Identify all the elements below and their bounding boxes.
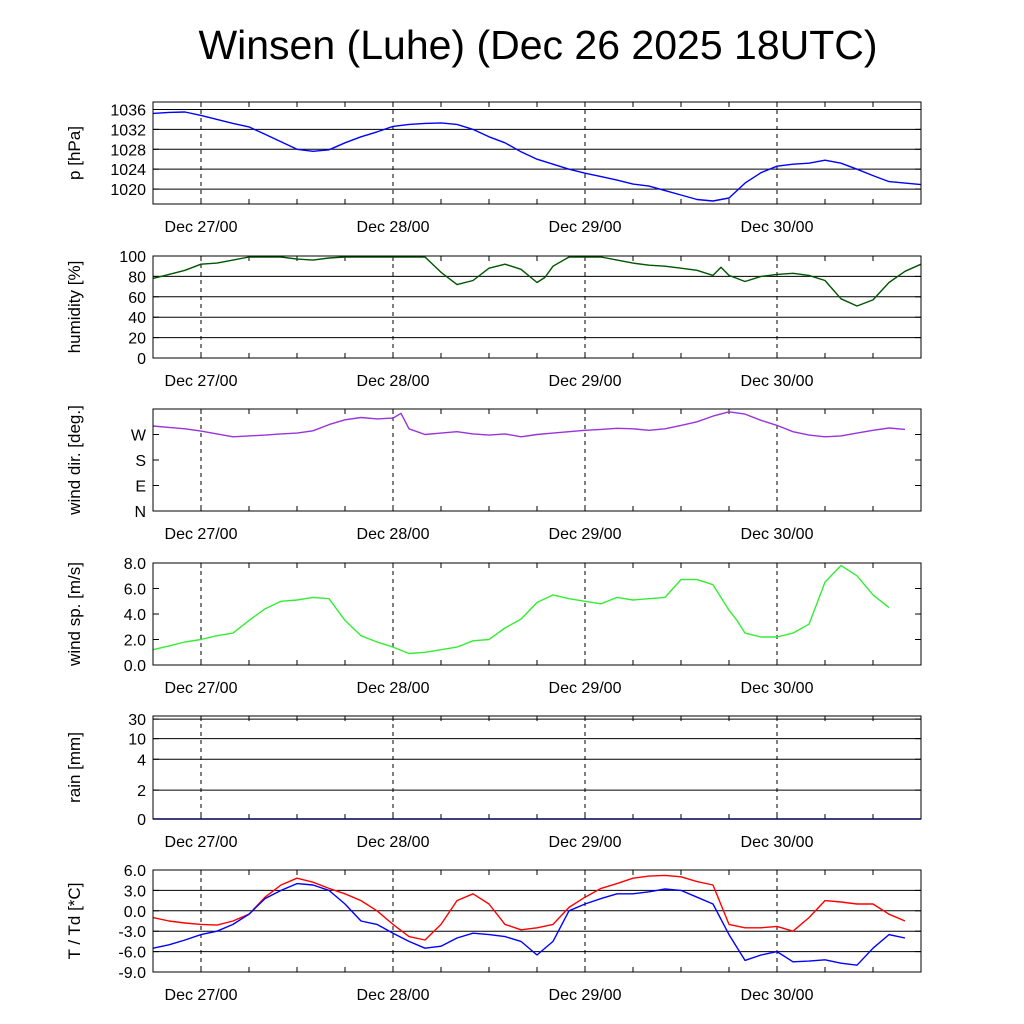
wind-direction-ytick-label: N	[134, 504, 146, 521]
pressure-ytick-label: 1028	[110, 142, 146, 159]
pressure-ytick-label: 1024	[110, 162, 146, 179]
pressure-series-line-0	[152, 111, 922, 202]
temperature-xtick-label: Dec 30/00	[741, 987, 814, 1004]
wind-speed-xtick-label: Dec 29/00	[549, 680, 622, 697]
rain-ylabel: rain [mm]	[65, 732, 84, 803]
wind-speed-series-line-0	[152, 564, 890, 655]
wind-speed-ytick-label: 0.0	[124, 658, 146, 675]
wind-speed-xtick-label: Dec 27/00	[165, 680, 238, 697]
humidity-ytick-label: 60	[128, 290, 146, 307]
humidity-panel: 0 20 40 60 80 100 Dec 27/00 Dec 28/00 Dec 29/00 D…	[65, 249, 922, 390]
humidity-ylabel: humidity [%]	[65, 261, 84, 354]
rain-xtick-label: Dec 30/00	[741, 834, 814, 851]
wind-direction-ytick-label: S	[135, 453, 146, 470]
pressure-frame	[152, 101, 922, 205]
pressure-ylabel: p [hPa]	[65, 126, 84, 180]
rain-ytick-label: 2	[137, 783, 146, 800]
humidity-ytick-label: 100	[119, 249, 146, 266]
temperature-ytick-label: -3.0	[118, 924, 146, 941]
rain-panel: 0 2 4 10 30 Dec 27/00 Dec 28/00 Dec 29/00 Dec 30…	[65, 712, 922, 851]
rain-xtick-label: Dec 28/00	[357, 834, 430, 851]
temperature-xtick-label: Dec 28/00	[357, 987, 430, 1004]
wind-speed-xtick-label: Dec 28/00	[357, 680, 430, 697]
temperature-ylabel: T / Td [*C]	[65, 883, 84, 960]
humidity-series-line-0	[152, 256, 922, 307]
pressure-xtick-label: Dec 27/00	[165, 219, 238, 236]
chart-title: Winsen (Luhe) (Dec 26 2025 18UTC)	[198, 22, 878, 68]
pressure-ytick-label: 1036	[110, 102, 146, 119]
humidity-ytick-label: 20	[128, 331, 146, 348]
wind-direction-ytick-label: W	[131, 428, 147, 445]
wind-direction-frame	[152, 408, 922, 512]
wind-speed-ytick-label: 2.0	[124, 633, 146, 650]
temperature-panel: -9.0 -6.0 -3.0 0.0 3.0 6.0 Dec 27/00 Dec 28/00 D…	[65, 863, 922, 1004]
pressure-xtick-label: Dec 28/00	[357, 219, 430, 236]
wind-speed-ytick-label: 6.0	[124, 582, 146, 599]
wind-speed-ylabel: wind sp. [m/s]	[65, 562, 84, 667]
pressure-xtick-label: Dec 29/00	[549, 219, 622, 236]
pressure-panel: 1020 1024 1028 1032 1036 Dec 27/00 Dec 28/00 De…	[65, 101, 922, 236]
rain-ytick-label: 30	[128, 712, 146, 729]
rain-frame	[152, 715, 922, 820]
wind-speed-ytick-label: 8.0	[124, 556, 146, 573]
humidity-xtick-label: Dec 29/00	[549, 373, 622, 390]
humidity-ytick-label: 40	[128, 310, 146, 327]
humidity-ytick-label: 0	[137, 351, 146, 368]
wind-speed-ytick-label: 4.0	[124, 607, 146, 624]
wind-speed-xtick-label: Dec 30/00	[741, 680, 814, 697]
wind-direction-xtick-label: Dec 29/00	[549, 526, 622, 543]
rain-xtick-label: Dec 27/00	[165, 834, 238, 851]
temperature-ytick-label: 0.0	[124, 904, 146, 921]
wind-direction-ylabel: wind dir. [deg.]	[65, 405, 84, 516]
wind-speed-panel: 0.0 2.0 4.0 6.0 8.0 Dec 27/00 Dec 28/00 Dec 29/…	[65, 556, 922, 697]
temperature-ytick-label: -9.0	[118, 965, 146, 982]
temperature-xtick-label: Dec 29/00	[549, 987, 622, 1004]
humidity-xtick-label: Dec 28/00	[357, 373, 430, 390]
rain-ytick-label: 10	[128, 732, 146, 749]
wind-direction-xtick-label: Dec 30/00	[741, 526, 814, 543]
rain-ytick-label: 4	[137, 752, 146, 769]
humidity-ytick-label: 80	[128, 269, 146, 286]
rain-xtick-label: Dec 29/00	[549, 834, 622, 851]
humidity-xtick-label: Dec 30/00	[741, 373, 814, 390]
wind-speed-frame	[152, 562, 922, 666]
wind-direction-ytick-label: E	[135, 479, 146, 496]
temperature-ytick-label: 6.0	[124, 863, 146, 880]
temperature-series-line-1	[152, 882, 906, 966]
temperature-ytick-label: 3.0	[124, 883, 146, 900]
pressure-ytick-label: 1032	[110, 122, 146, 139]
pressure-ytick-label: 1020	[110, 182, 146, 199]
temperature-frame	[152, 869, 922, 973]
humidity-frame	[152, 255, 922, 359]
temperature-xtick-label: Dec 27/00	[165, 987, 238, 1004]
wind-direction-xtick-label: Dec 28/00	[357, 526, 430, 543]
wind-direction-series-line-0	[152, 411, 906, 438]
temperature-series-line-0	[152, 874, 906, 941]
humidity-xtick-label: Dec 27/00	[165, 373, 238, 390]
pressure-xtick-label: Dec 30/00	[741, 219, 814, 236]
rain-ytick-label: 0	[137, 812, 146, 829]
temperature-ytick-label: -6.0	[118, 945, 146, 962]
wind-direction-xtick-label: Dec 27/00	[165, 526, 238, 543]
